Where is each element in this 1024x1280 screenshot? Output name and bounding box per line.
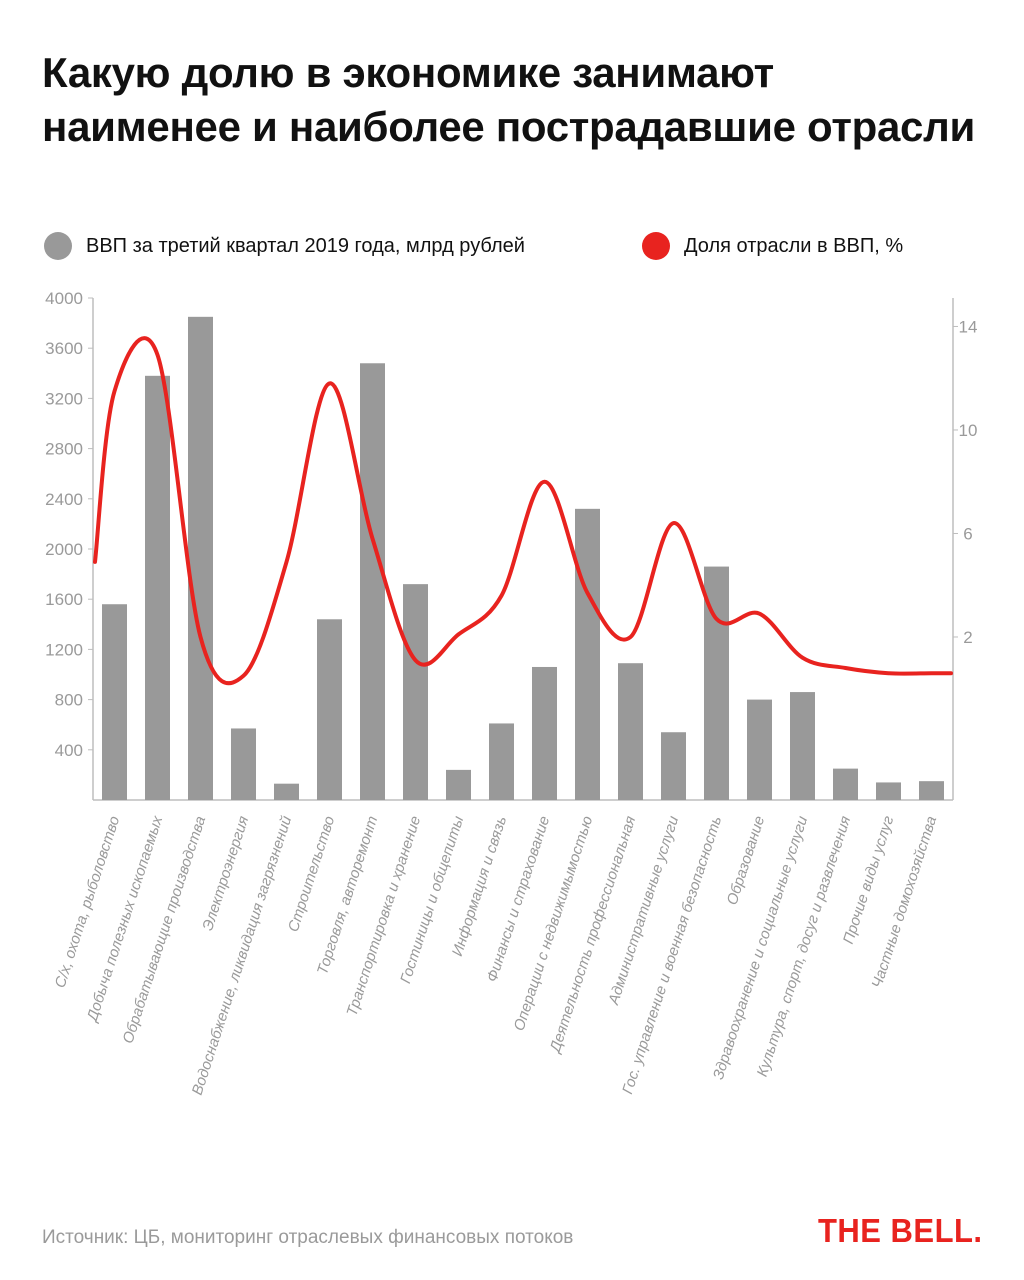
x-tick-label: Строительство xyxy=(285,814,338,934)
x-tick-label: Образование xyxy=(724,814,769,907)
bar xyxy=(145,375,170,800)
bar xyxy=(489,723,514,800)
legend-swatch-share xyxy=(642,232,670,260)
y-left-tick-label: 3600 xyxy=(45,339,83,358)
y-left-tick-label: 2800 xyxy=(45,440,83,459)
legend-label-share: Доля отрасли в ВВП, % xyxy=(684,234,904,257)
bar xyxy=(403,584,428,800)
bar xyxy=(102,604,127,800)
bar xyxy=(317,619,342,800)
bar xyxy=(274,783,299,800)
bar xyxy=(188,316,213,800)
y-left-tick-label: 2000 xyxy=(45,540,83,559)
brand-logo: THE BELL. xyxy=(818,1212,983,1249)
bar xyxy=(231,728,256,800)
y-left-tick-label: 1200 xyxy=(45,640,83,659)
x-tick-label: Операции с недвижимымостью xyxy=(511,814,597,1033)
bar xyxy=(618,663,643,800)
y-left-tick-label: 3200 xyxy=(45,389,83,408)
bar xyxy=(575,508,600,800)
bar xyxy=(661,732,686,800)
source-note: Источник: ЦБ, мониторинг отраслевых фина… xyxy=(42,1227,574,1248)
y-left-tick-label: 400 xyxy=(55,741,83,760)
x-tick-label: Добыча полезных ископаемых xyxy=(83,814,166,1025)
x-tick-label: Водоснабжение, ликвидация загрязнений xyxy=(189,813,296,1097)
bar xyxy=(532,666,557,800)
legend-swatch-gdp xyxy=(44,232,72,260)
share-line xyxy=(93,336,953,686)
y-left-tick-label: 800 xyxy=(55,691,83,710)
x-tick-label: Электроэнергия xyxy=(199,814,252,933)
bar xyxy=(360,363,385,800)
chart-legend: ВВП за третий квартал 2019 года, млрд ру… xyxy=(0,232,1024,266)
y-left-tick-label: 1600 xyxy=(45,590,83,609)
legend-label-gdp: ВВП за третий квартал 2019 года, млрд ру… xyxy=(86,234,525,257)
bar xyxy=(446,769,471,800)
bar xyxy=(790,692,815,800)
bar xyxy=(919,781,944,800)
y-right-tick-label: 2 xyxy=(963,628,972,647)
bar xyxy=(747,699,772,800)
y-right-tick-label: 6 xyxy=(963,524,972,543)
y-right-tick-label: 10 xyxy=(959,421,978,440)
bar xyxy=(876,782,901,800)
y-right-tick-label: 14 xyxy=(959,317,978,336)
legend-item-gdp: ВВП за третий квартал 2019 года, млрд ру… xyxy=(44,232,525,260)
legend-item-share: Доля отрасли в ВВП, % xyxy=(642,232,903,260)
chart-title: Какую долю в экономике занимают наименее… xyxy=(42,49,975,150)
x-tick-label: Деятельность профессиональная xyxy=(546,814,639,1056)
y-left-tick-label: 2400 xyxy=(45,490,83,509)
x-tick-label: Обрабатывающие производства xyxy=(120,814,210,1046)
y-left-tick-label: 4000 xyxy=(45,289,83,308)
bar xyxy=(833,768,858,800)
